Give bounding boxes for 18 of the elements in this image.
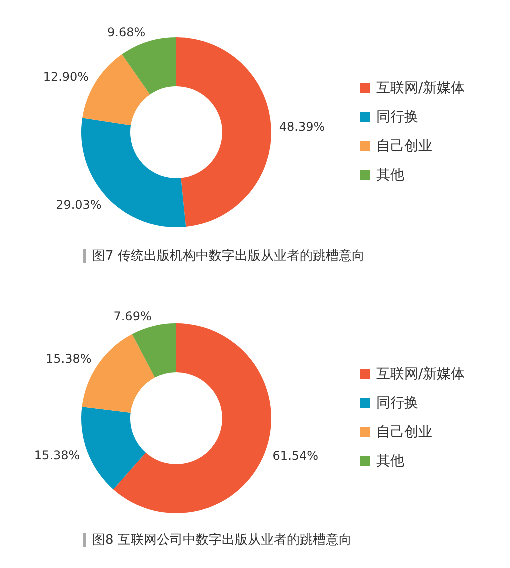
legend-label: 同行换 — [376, 396, 418, 412]
legend-label: 自己创业 — [376, 424, 432, 440]
data-label: 7.69% — [114, 310, 152, 324]
data-label: 48.39% — [279, 120, 326, 134]
caption: 图7 传统出版机构中数字出版从业者的跳槽意向 — [92, 248, 365, 264]
caption: 图8 互联网公司中数字出版从业者的跳槽意向 — [92, 532, 352, 548]
data-label: 15.38% — [46, 352, 92, 366]
data-label: 15.38% — [34, 448, 80, 463]
legend-label: 其他 — [376, 454, 404, 470]
legend-label: 自己创业 — [376, 138, 432, 154]
legend-label: 互联网/新媒体 — [376, 80, 466, 96]
data-label: 9.68% — [108, 25, 146, 40]
data-label: 61.54% — [272, 448, 319, 463]
data-label: 12.90% — [43, 70, 90, 84]
data-label: 29.03% — [56, 198, 102, 212]
legend-label: 互联网/新媒体 — [376, 366, 466, 382]
legend-label: 同行换 — [376, 110, 418, 126]
legend-label: 其他 — [376, 168, 404, 184]
